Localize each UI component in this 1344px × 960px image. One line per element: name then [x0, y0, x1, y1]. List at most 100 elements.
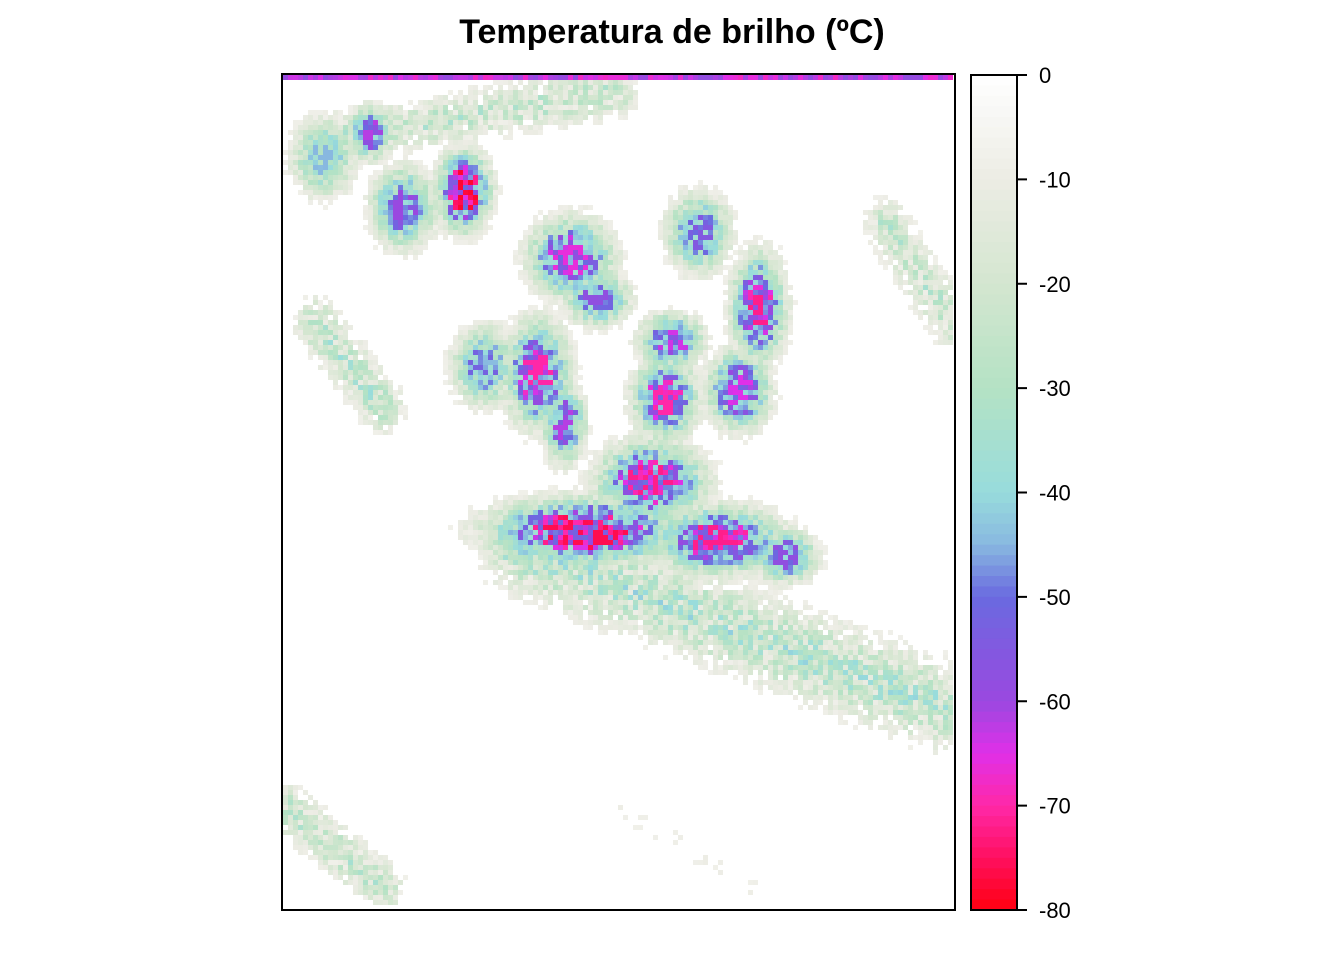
raster-cell	[538, 505, 543, 510]
raster-cell	[548, 410, 553, 415]
raster-cell	[718, 360, 723, 365]
raster-cell	[748, 525, 753, 530]
raster-cell	[563, 75, 568, 80]
raster-cell	[443, 95, 448, 100]
raster-cell	[448, 180, 453, 185]
raster-cell	[678, 415, 683, 420]
raster-cell	[478, 320, 483, 325]
raster-cell	[403, 215, 408, 220]
raster-cell	[388, 130, 393, 135]
raster-cell	[508, 505, 513, 510]
raster-cell	[578, 440, 583, 445]
raster-cell	[363, 410, 368, 415]
raster-cell	[463, 325, 468, 330]
raster-cell	[653, 450, 658, 455]
raster-cell	[763, 240, 768, 245]
raster-cell	[778, 260, 783, 265]
raster-cell	[728, 495, 733, 500]
raster-cell	[563, 345, 568, 350]
raster-cell	[688, 220, 693, 225]
raster-cell	[938, 310, 943, 315]
raster-cell	[568, 435, 573, 440]
raster-cell	[568, 105, 573, 110]
raster-cell	[583, 300, 588, 305]
raster-cell	[763, 305, 768, 310]
raster-cell	[688, 75, 693, 80]
raster-cell	[293, 330, 298, 335]
raster-cell	[473, 100, 478, 105]
raster-cell	[768, 290, 773, 295]
raster-cell	[478, 355, 483, 360]
raster-cell	[583, 445, 588, 450]
raster-cell	[668, 400, 673, 405]
raster-cell	[328, 155, 333, 160]
raster-cell	[323, 115, 328, 120]
raster-cell	[638, 480, 643, 485]
raster-cell	[398, 225, 403, 230]
raster-cell	[583, 75, 588, 80]
raster-cell	[768, 305, 773, 310]
raster-cell	[573, 455, 578, 460]
raster-cell	[633, 380, 638, 385]
raster-cell	[573, 355, 578, 360]
raster-cell	[668, 465, 673, 470]
raster-cell	[773, 365, 778, 370]
raster-cell	[408, 170, 413, 175]
raster-cell	[568, 290, 573, 295]
raster-cell	[523, 315, 528, 320]
raster-cell	[638, 450, 643, 455]
raster-cell	[578, 470, 583, 475]
raster-cell	[543, 260, 548, 265]
raster-cell	[608, 525, 613, 530]
raster-cell	[753, 375, 758, 380]
raster-cell	[368, 400, 373, 405]
raster-cell	[323, 185, 328, 190]
raster-cell	[468, 170, 473, 175]
raster-cell	[348, 350, 353, 355]
raster-cell	[743, 395, 748, 400]
raster-cell	[743, 530, 748, 535]
raster-cell	[623, 285, 628, 290]
raster-cell	[483, 530, 488, 535]
raster-cell	[763, 540, 768, 545]
raster-cell	[323, 345, 328, 350]
raster-cell	[388, 145, 393, 150]
raster-cell	[758, 420, 763, 425]
raster-cell	[603, 290, 608, 295]
raster-cell	[663, 310, 668, 315]
raster-cell	[768, 280, 773, 285]
raster-cell	[523, 385, 528, 390]
raster-cell	[368, 370, 373, 375]
raster-cell	[588, 485, 593, 490]
raster-cell	[558, 365, 563, 370]
raster-cell	[583, 420, 588, 425]
raster-cell	[353, 115, 358, 120]
raster-cell	[608, 75, 613, 80]
raster-cell	[463, 395, 468, 400]
raster-cell	[898, 225, 903, 230]
raster-cell	[478, 75, 483, 80]
raster-cell	[298, 170, 303, 175]
raster-cell	[373, 215, 378, 220]
raster-cell	[573, 430, 578, 435]
raster-cell	[348, 375, 353, 380]
raster-cell	[703, 385, 708, 390]
raster-cell	[628, 445, 633, 450]
raster-cell	[388, 200, 393, 205]
raster-cell	[648, 410, 653, 415]
raster-cell	[363, 145, 368, 150]
raster-cell	[403, 185, 408, 190]
raster-cell	[318, 310, 323, 315]
raster-cell	[688, 495, 693, 500]
raster-cell	[633, 75, 638, 80]
raster-cell	[423, 215, 428, 220]
raster-cell	[543, 405, 548, 410]
raster-cell	[483, 165, 488, 170]
raster-cell	[663, 75, 668, 80]
raster-cell	[913, 305, 918, 310]
raster-cell	[728, 385, 733, 390]
raster-cell	[473, 155, 478, 160]
raster-cell	[553, 395, 558, 400]
raster-cell	[928, 280, 933, 285]
raster-cell	[443, 130, 448, 135]
